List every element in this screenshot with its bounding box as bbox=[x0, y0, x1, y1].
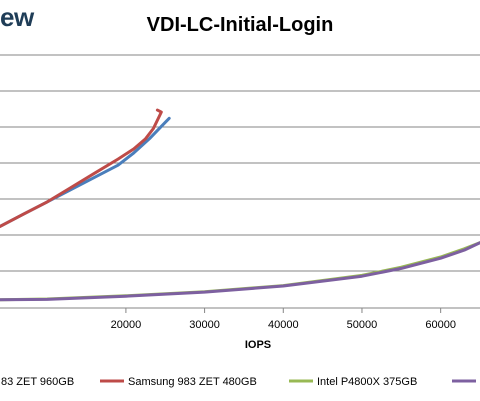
axes bbox=[0, 307, 480, 313]
chart-title: VDI-LC-Initial-Login bbox=[146, 14, 334, 36]
x-tick-label: 60000 bbox=[425, 319, 456, 331]
x-tick-label: 50000 bbox=[347, 319, 378, 331]
gridlines bbox=[0, 54, 480, 272]
series-line-1 bbox=[0, 116, 171, 228]
x-tick-label: 40000 bbox=[268, 319, 299, 331]
x-tick-label: 20000 bbox=[111, 319, 142, 331]
x-tick-label: 30000 bbox=[189, 319, 220, 331]
legend-label-3: Intel P4800X 375GB bbox=[317, 376, 417, 388]
series-lines bbox=[0, 108, 480, 302]
legend-label-1: 83 ZET 960GB bbox=[1, 376, 74, 388]
series-line-2 bbox=[0, 108, 163, 228]
x-tick-labels: 20000 30000 40000 50000 60000 bbox=[111, 319, 456, 331]
x-axis-label: IOPS bbox=[245, 339, 271, 351]
series-line-4 bbox=[0, 241, 480, 302]
logo-text: ew bbox=[0, 2, 34, 32]
legend: 83 ZET 960GB Samsung 983 ZET 480GB Intel P… bbox=[1, 376, 476, 388]
legend-label-2: Samsung 983 ZET 480GB bbox=[128, 376, 257, 388]
